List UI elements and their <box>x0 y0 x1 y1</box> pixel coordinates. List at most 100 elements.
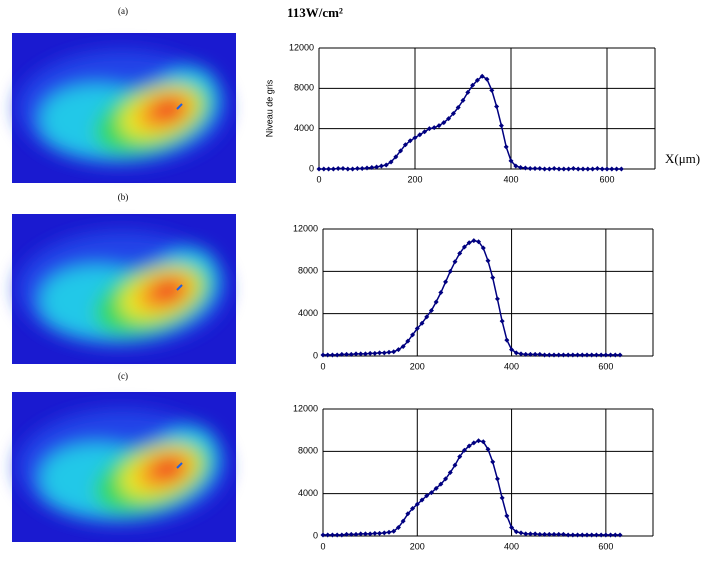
data-line <box>323 440 620 536</box>
x-axis-label: X(μm) <box>665 151 700 166</box>
data-point <box>480 439 486 445</box>
y-tick-label: 12000 <box>293 403 318 413</box>
data-point <box>330 166 336 172</box>
data-point <box>393 154 399 160</box>
data-point <box>470 82 476 88</box>
y-tick-label: 12000 <box>289 42 314 52</box>
data-point <box>386 529 392 535</box>
data-point <box>479 73 485 79</box>
data-point <box>617 532 623 538</box>
data-point <box>513 163 519 169</box>
y-tick-label: 0 <box>309 163 314 173</box>
data-point <box>513 350 519 356</box>
data-point <box>527 351 533 357</box>
data-point <box>589 532 595 538</box>
heat-map <box>12 33 236 183</box>
data-point <box>556 531 562 537</box>
y-tick-label: 8000 <box>294 83 314 93</box>
data-point <box>494 103 500 109</box>
data-point <box>609 166 615 172</box>
data-point <box>532 531 538 537</box>
data-point <box>513 529 519 535</box>
data-point <box>594 165 600 171</box>
data-point <box>537 351 543 357</box>
y-tick-label: 4000 <box>298 308 318 318</box>
data-point <box>447 268 453 274</box>
data-point <box>410 505 416 511</box>
data-point <box>466 240 472 246</box>
x-tick-label: 200 <box>407 174 422 184</box>
data-line <box>319 75 622 170</box>
data-point <box>566 166 572 172</box>
data-point <box>527 165 533 171</box>
data-point <box>461 447 467 453</box>
data-point <box>339 351 345 357</box>
data-point <box>560 352 566 358</box>
data-point <box>598 352 604 358</box>
data-point <box>325 352 331 358</box>
data-point <box>353 531 359 537</box>
y-tick-label: 4000 <box>294 123 314 133</box>
data-point <box>593 532 599 538</box>
data-point <box>480 245 486 251</box>
data-point <box>452 259 458 265</box>
data-point <box>335 165 341 171</box>
data-point <box>414 325 420 331</box>
data-point <box>422 129 428 135</box>
x-tick-label: 0 <box>316 174 321 184</box>
data-point <box>614 166 620 172</box>
data-point <box>603 532 609 538</box>
data-point <box>424 314 430 320</box>
data-point <box>546 531 552 537</box>
data-point <box>320 352 326 358</box>
data-point <box>405 511 411 517</box>
y-tick-label: 8000 <box>298 266 318 276</box>
data-point <box>405 338 411 344</box>
data-point <box>585 166 591 172</box>
data-point <box>584 532 590 538</box>
x-tick-label: 600 <box>599 174 614 184</box>
data-point <box>400 343 406 349</box>
data-point <box>446 116 452 122</box>
data-point <box>326 166 332 172</box>
data-point <box>612 532 618 538</box>
data-point <box>484 76 490 82</box>
data-point <box>362 531 368 537</box>
data-point <box>378 163 384 169</box>
data-point <box>499 318 505 324</box>
data-point <box>321 166 327 172</box>
data-point <box>551 165 557 171</box>
data-point <box>350 166 356 172</box>
data-point <box>419 320 425 326</box>
data-point <box>565 352 571 358</box>
data-point <box>532 165 538 171</box>
data-point <box>344 531 350 537</box>
data-point <box>358 531 364 537</box>
data-point <box>542 352 548 358</box>
data-point <box>414 501 420 507</box>
data-point <box>537 165 543 171</box>
heat-map <box>12 214 236 364</box>
heat-map <box>12 392 236 542</box>
data-point <box>398 148 404 154</box>
data-point <box>447 470 453 475</box>
data-point <box>386 349 392 355</box>
data-point <box>431 125 437 131</box>
data-point <box>522 165 528 171</box>
data-point <box>570 352 576 358</box>
data-point <box>579 352 585 358</box>
data-point <box>490 275 496 281</box>
data-point <box>471 440 477 446</box>
y-tick-label: 4000 <box>298 488 318 498</box>
data-point <box>551 352 557 358</box>
panel-label: (c) <box>118 371 128 381</box>
x-tick-label: 0 <box>320 361 325 371</box>
data-point <box>424 493 430 499</box>
data-point <box>377 530 383 536</box>
data-point <box>344 351 350 357</box>
data-point <box>532 351 538 357</box>
data-point <box>474 77 480 83</box>
x-tick-label: 0 <box>320 541 325 551</box>
data-point <box>329 352 335 358</box>
data-point <box>388 159 394 165</box>
